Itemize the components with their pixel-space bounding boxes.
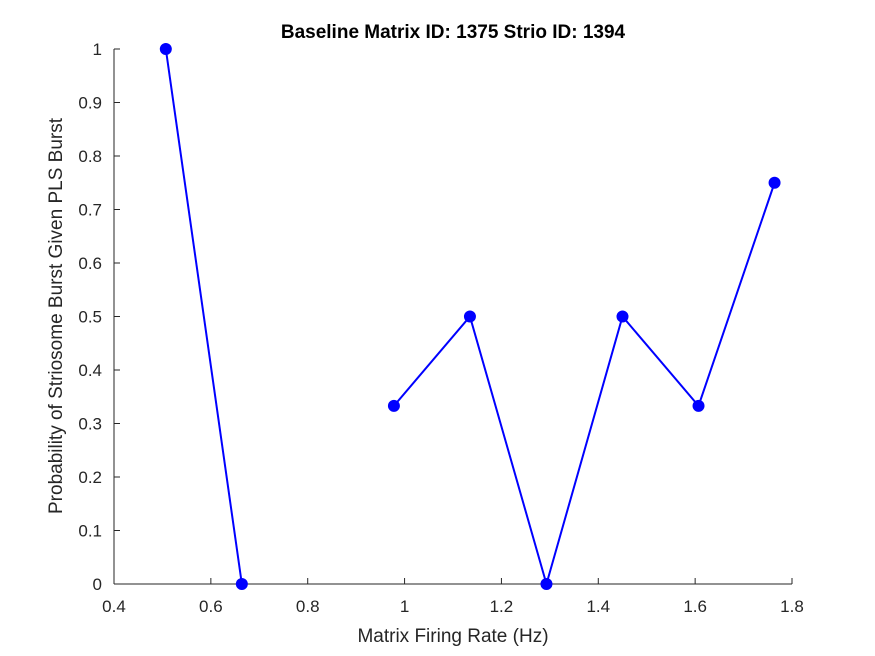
y-tick-label: 0.3 [78, 415, 102, 434]
x-axis-ticks: 0.4 0.6 0.8 1 1.2 1.4 1.6 1.8 [102, 578, 804, 616]
y-tick-label: 0.7 [78, 201, 102, 220]
x-tick-label: 1.6 [683, 597, 707, 616]
x-tick-label: 0.4 [102, 597, 126, 616]
data-point [540, 578, 553, 590]
y-tick-label: 1 [93, 40, 102, 59]
data-point [692, 399, 705, 412]
series-line [164, 48, 243, 585]
x-tick-label: 0.6 [199, 597, 223, 616]
data-point [768, 176, 781, 189]
y-tick-label: 0.6 [78, 254, 102, 273]
y-tick-label: 0.2 [78, 468, 102, 487]
x-tick-label: 1.2 [490, 597, 514, 616]
data-point [235, 578, 248, 590]
y-tick-label: 0.8 [78, 147, 102, 166]
data-point [159, 43, 172, 55]
y-tick-label: 0.4 [78, 361, 102, 380]
y-tick-label: 0 [93, 575, 102, 594]
x-tick-label: 1.4 [586, 597, 610, 616]
y-axis-ticks: 0 0.1 0.2 0.3 0.4 0.5 0.6 0.7 0.8 0.9 1 [78, 40, 120, 594]
data-point [463, 310, 476, 323]
series-layer [159, 43, 781, 590]
y-tick-label: 0.1 [78, 522, 102, 541]
series-line [393, 182, 776, 588]
data-point [387, 399, 400, 412]
x-tick-label: 1 [400, 597, 409, 616]
x-tick-label: 1.8 [780, 597, 804, 616]
chart-title: Baseline Matrix ID: 1375 Strio ID: 1394 [281, 22, 626, 43]
y-tick-label: 0.9 [78, 94, 102, 113]
y-axis-label: Probability of Striosome Burst Given PLS… [46, 117, 67, 514]
x-axis-label: Matrix Firing Rate (Hz) [357, 626, 548, 647]
data-point [616, 310, 629, 323]
x-tick-label: 0.8 [296, 597, 320, 616]
y-tick-label: 0.5 [78, 308, 102, 327]
